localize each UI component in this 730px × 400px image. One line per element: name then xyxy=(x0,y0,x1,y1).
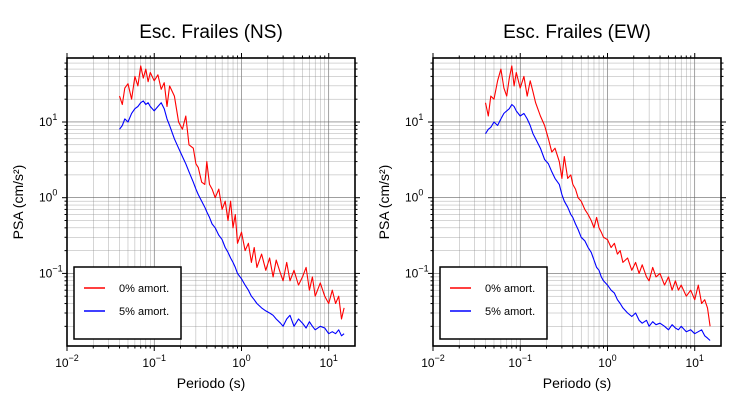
x-tick-label: 101 xyxy=(320,353,338,370)
x-tick-label: 100 xyxy=(598,353,616,370)
x-axis-label: Periodo (s) xyxy=(177,375,245,391)
y-tick-label: 100 xyxy=(405,188,423,205)
series-line-amort-0 xyxy=(484,65,711,327)
legend-label: 0% amort. xyxy=(485,283,535,295)
y-tick-label-base: 10 xyxy=(39,191,53,205)
x-tick-label-base: 10 xyxy=(421,356,435,370)
x-tick-label: 10−2 xyxy=(55,353,79,370)
x-tick-label-base: 10 xyxy=(508,356,522,370)
x-tick-label: 101 xyxy=(686,353,704,370)
legend: 0% amort. 5% amort. xyxy=(439,266,548,340)
x-tick-label-exp: 1 xyxy=(699,353,704,363)
y-tick-label: 101 xyxy=(405,112,423,129)
legend-label: 0% amort. xyxy=(119,283,169,295)
x-tick-label-exp: 0 xyxy=(612,353,617,363)
legend-box xyxy=(439,266,548,340)
y-tick-label-base: 10 xyxy=(39,115,53,129)
series-group xyxy=(118,65,345,337)
series-line-amort-5 xyxy=(119,100,345,337)
x-tick-label-base: 10 xyxy=(320,356,334,370)
plot-frame xyxy=(66,57,356,347)
y-tick-label-base: 10 xyxy=(405,191,419,205)
y-tick-label-base: 10 xyxy=(405,115,419,129)
x-tick-label-base: 10 xyxy=(598,356,612,370)
y-tick-label-exp: 0 xyxy=(418,188,423,198)
x-tick-label-exp: 0 xyxy=(246,353,251,363)
x-tick-label: 10−1 xyxy=(508,353,532,370)
y-tick-label-exp: 1 xyxy=(52,112,57,122)
x-tick-label-base: 10 xyxy=(232,356,246,370)
y-tick-label: 10−1 xyxy=(405,263,429,280)
y-tick-label: 101 xyxy=(39,112,57,129)
y-tick-label: 100 xyxy=(39,188,57,205)
x-tick-label-exp: 1 xyxy=(333,353,338,363)
x-tick-label-base: 10 xyxy=(142,356,156,370)
legend-box xyxy=(73,266,182,340)
x-tick-label-exp: −1 xyxy=(522,353,532,363)
y-tick-label-base: 10 xyxy=(39,266,53,280)
plot-frame xyxy=(432,57,722,347)
x-axis-label: Periodo (s) xyxy=(543,375,611,391)
y-tick-label-exp: 0 xyxy=(52,188,57,198)
y-tick-label-exp: −1 xyxy=(418,263,428,273)
legend-label: 5% amort. xyxy=(119,306,169,318)
y-tick-label-base: 10 xyxy=(405,266,419,280)
legend-label: 5% amort. xyxy=(485,306,535,318)
x-tick-label: 10−2 xyxy=(421,353,445,370)
x-tick-label-exp: −1 xyxy=(156,353,166,363)
y-tick-label-exp: 1 xyxy=(418,112,423,122)
chart-title: Esc. Frailes (NS) xyxy=(139,22,283,43)
x-tick-label-exp: −2 xyxy=(435,353,445,363)
x-tick-label-exp: −2 xyxy=(69,353,79,363)
x-tick-label-base: 10 xyxy=(55,356,69,370)
x-tick-label-base: 10 xyxy=(686,356,700,370)
series-group xyxy=(484,65,711,341)
x-tick-label: 10−1 xyxy=(142,353,166,370)
x-tick-label: 100 xyxy=(232,353,250,370)
series-line-amort-0 xyxy=(118,65,345,320)
y-tick-label: 10−1 xyxy=(39,263,63,280)
ticks xyxy=(62,53,360,351)
chart-title: Esc. Frailes (EW) xyxy=(503,22,651,43)
ticks xyxy=(428,53,726,351)
y-tick-label-exp: −1 xyxy=(52,263,62,273)
y-axis-label: PSA (cm/s²) xyxy=(10,165,26,240)
series-line-amort-5 xyxy=(485,103,711,341)
y-axis-label: PSA (cm/s²) xyxy=(376,165,392,240)
legend: 0% amort. 5% amort. xyxy=(73,266,182,340)
